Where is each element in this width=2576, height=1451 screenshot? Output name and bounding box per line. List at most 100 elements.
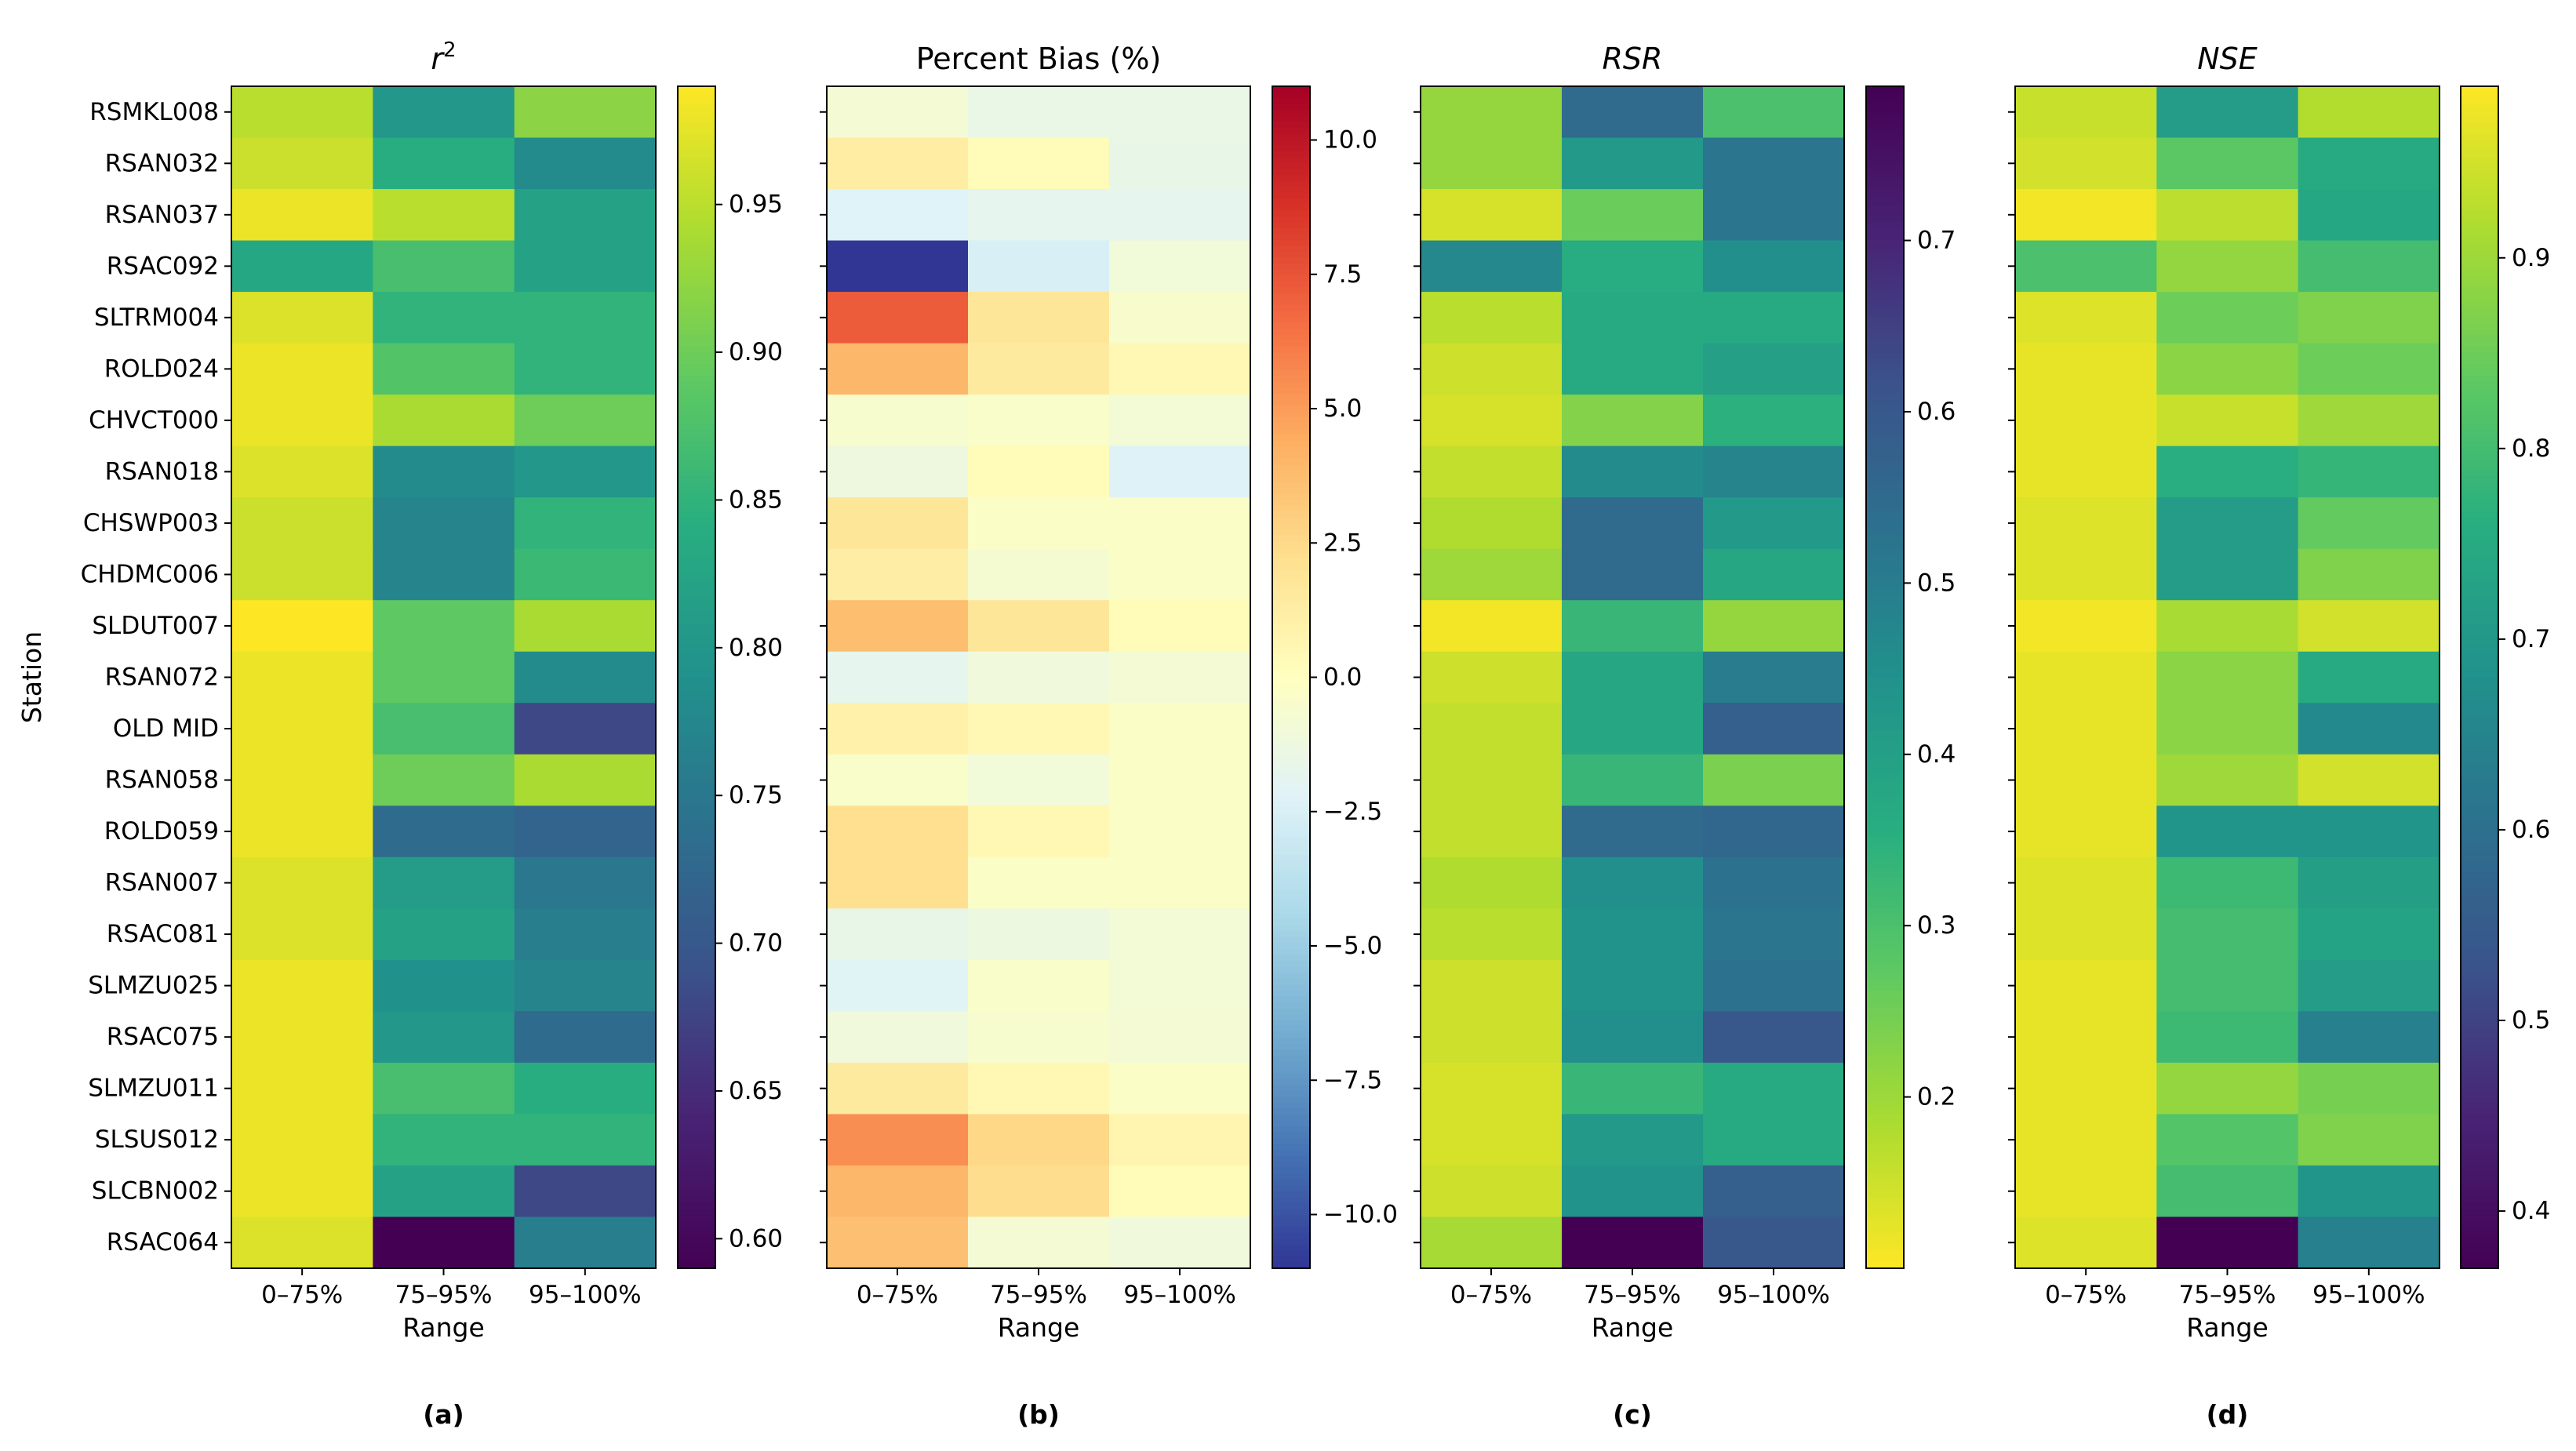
colorbar-segment — [2461, 210, 2498, 217]
colorbar-segment — [1866, 493, 1904, 501]
colorbar-segment — [678, 907, 715, 915]
heatmap-cell — [1562, 1062, 1704, 1115]
x-tick-label: 95–100% — [529, 1281, 642, 1309]
heatmap-cell — [827, 754, 969, 806]
heatmap-cell — [2298, 1165, 2440, 1218]
colorbar-segment — [1272, 127, 1310, 135]
colorbar-segment — [1272, 547, 1310, 555]
colorbar-segment — [1272, 813, 1310, 820]
colorbar-tick-label: 0.5 — [2512, 1006, 2550, 1035]
colorbar-segment — [1272, 169, 1310, 176]
colorbar-tick-label: 0.7 — [2512, 625, 2550, 653]
colorbar-segment — [2461, 470, 2498, 478]
colorbar-segment — [1272, 901, 1310, 909]
colorbar-segment — [1272, 872, 1310, 879]
x-tick-label: 95–100% — [2312, 1281, 2425, 1309]
x-tick-label: 0–75% — [1450, 1281, 1532, 1309]
colorbar-segment — [2461, 86, 2498, 93]
colorbar-segment — [678, 269, 715, 276]
colorbar-segment — [678, 1038, 715, 1045]
heatmap-cell — [1703, 600, 1845, 653]
colorbar-segment — [1866, 541, 1904, 548]
colorbar-segment — [2461, 381, 2498, 389]
heatmap-cell — [514, 651, 657, 704]
colorbar-segment — [2461, 866, 2498, 873]
colorbar-segment — [678, 1215, 715, 1222]
colorbar-segment — [2461, 541, 2498, 548]
colorbar-segment — [678, 943, 715, 950]
colorbar-segment — [2461, 1126, 2498, 1133]
colorbar-segment — [678, 973, 715, 980]
colorbar-segment — [2461, 104, 2498, 111]
colorbar-segment — [1866, 730, 1904, 737]
colorbar-segment — [1272, 429, 1310, 436]
heatmap-cell — [1703, 1062, 1845, 1115]
colorbar-segment — [2461, 1144, 2498, 1151]
colorbar-segment — [678, 1162, 715, 1169]
colorbar-segment — [2461, 949, 2498, 956]
heatmap-cell — [827, 806, 969, 858]
colorbar-segment — [678, 234, 715, 241]
colorbar-segment — [1272, 582, 1310, 590]
colorbar-segment — [1272, 707, 1310, 714]
heatmap-cell — [2298, 1114, 2440, 1166]
colorbar-segment — [678, 529, 715, 536]
y-tick-label: CHDMC006 — [81, 560, 219, 588]
heatmap-cell — [1109, 86, 1251, 139]
colorbar-segment — [1272, 369, 1310, 377]
colorbar-segment — [2461, 889, 2498, 897]
colorbar-segment — [1272, 784, 1310, 791]
colorbar-segment — [2461, 115, 2498, 123]
colorbar-segment — [678, 647, 715, 655]
colorbar-segment — [2461, 245, 2498, 253]
colorbar-segment — [2461, 429, 2498, 436]
colorbar-segment — [1272, 523, 1310, 530]
y-tick-label: SLMZU011 — [88, 1075, 219, 1103]
colorbar-segment — [1272, 352, 1310, 359]
colorbar-segment — [1866, 1238, 1904, 1246]
colorbar-segment — [1272, 511, 1310, 518]
colorbar-segment — [2461, 1238, 2498, 1246]
heatmap-cell — [2298, 1216, 2440, 1269]
colorbar-segment — [678, 1197, 715, 1204]
heatmap-cell — [968, 497, 1110, 550]
colorbar-segment — [1866, 1067, 1904, 1075]
colorbar-segment — [2461, 819, 2498, 826]
colorbar-segment — [1272, 328, 1310, 336]
colorbar-segment — [1866, 766, 1904, 773]
colorbar-segment — [1272, 1238, 1310, 1246]
colorbar-segment — [678, 878, 715, 886]
colorbar-segment — [678, 819, 715, 826]
colorbar-segment — [2461, 399, 2498, 406]
y-axis-label: Station — [16, 631, 47, 723]
colorbar-segment — [1866, 925, 1904, 933]
heatmap-cell — [373, 137, 515, 190]
colorbar-segment — [2461, 759, 2498, 767]
heatmap-cell — [2156, 754, 2299, 806]
heatmap-cell — [1109, 445, 1251, 498]
colorbar-segment — [1866, 1203, 1904, 1210]
colorbar-segment — [1272, 1002, 1310, 1009]
y-tick-label: SLCBN002 — [92, 1177, 219, 1206]
colorbar-segment — [1272, 612, 1310, 619]
colorbar-segment — [1866, 759, 1904, 767]
y-tick-label: CHVCT000 — [89, 406, 219, 435]
colorbar-segment — [678, 872, 715, 879]
colorbar-segment — [1866, 210, 1904, 217]
colorbar-segment — [678, 724, 715, 732]
colorbar-segment — [678, 293, 715, 300]
colorbar-segment — [1272, 1191, 1310, 1198]
colorbar-segment — [678, 1055, 715, 1063]
colorbar-segment — [1272, 766, 1310, 773]
colorbar-segment — [2461, 204, 2498, 212]
heatmap-cell — [1703, 908, 1845, 961]
colorbar-segment — [1272, 949, 1310, 956]
colorbar-segment — [1866, 411, 1904, 418]
colorbar-tick-label: 0.70 — [729, 929, 783, 958]
colorbar-segment — [1866, 86, 1904, 93]
colorbar-segment — [2461, 606, 2498, 613]
heatmap-cell — [1703, 548, 1845, 601]
heatmap-cell — [827, 908, 969, 961]
colorbar-segment — [678, 642, 715, 649]
colorbar-segment — [2461, 724, 2498, 732]
